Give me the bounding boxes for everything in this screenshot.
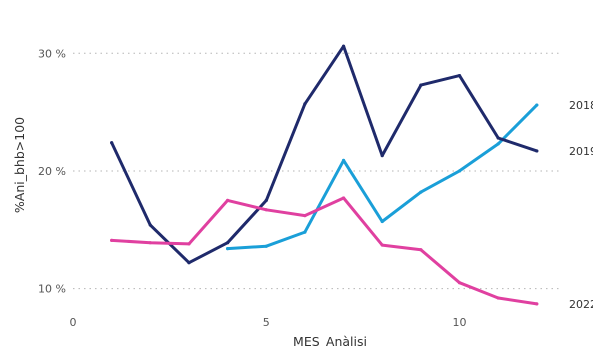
x-tick-label: 0 xyxy=(70,316,77,329)
data-point-2018 xyxy=(496,142,500,146)
data-point-2019 xyxy=(380,154,384,158)
data-point-2022 xyxy=(380,243,384,247)
data-point-2022 xyxy=(110,238,114,242)
data-point-2018 xyxy=(226,246,230,251)
data-point-2019 xyxy=(457,74,462,78)
data-point-2018 xyxy=(419,190,423,194)
data-point-2019 xyxy=(226,241,230,245)
series-end-label-2019: 2019 xyxy=(569,145,593,158)
x-tick-label: 5 xyxy=(263,316,270,329)
data-point-2019 xyxy=(187,261,191,265)
data-point-2019 xyxy=(419,83,423,87)
data-point-2022 xyxy=(496,296,500,300)
y-axis-title: %Ani_bhb>100 xyxy=(12,117,27,213)
x-axis-title: MES_Anàlisi xyxy=(293,334,367,347)
data-point-2022 xyxy=(148,241,152,245)
series-end-label-2022: 2022 xyxy=(569,298,593,311)
data-point-2018 xyxy=(457,169,462,173)
y-axis-ticks: 10 % 20 % 30 % xyxy=(38,47,66,295)
data-point-2022 xyxy=(419,248,423,252)
x-tick-label: 10 xyxy=(453,316,467,329)
data-point-2018 xyxy=(303,230,307,234)
gridlines xyxy=(73,52,560,290)
data-point-2018 xyxy=(380,219,384,224)
series-line-2022 xyxy=(110,196,539,306)
x-axis-ticks: 0 5 10 xyxy=(70,316,467,329)
series-end-labels: 2018 2019 2022 xyxy=(569,99,593,311)
data-point-2019 xyxy=(341,44,346,48)
y-tick-label: 20 % xyxy=(38,165,66,178)
data-point-2022 xyxy=(264,208,268,212)
data-point-2019 xyxy=(303,102,307,106)
data-point-2019 xyxy=(110,141,114,145)
y-tick-label: 10 % xyxy=(38,283,66,296)
data-point-2019 xyxy=(535,149,539,153)
y-tick-label: 30 % xyxy=(38,47,66,60)
data-point-2022 xyxy=(187,242,191,246)
data-point-2019 xyxy=(264,198,268,202)
data-point-2019 xyxy=(148,223,152,227)
data-point-2022 xyxy=(535,302,539,306)
data-point-2022 xyxy=(341,196,346,200)
data-point-2022 xyxy=(226,198,230,202)
data-point-2018 xyxy=(535,103,539,107)
data-point-2022 xyxy=(457,281,462,285)
data-point-2018 xyxy=(341,158,346,162)
series-line-2019 xyxy=(110,44,539,265)
series-end-label-2018: 2018 xyxy=(569,99,593,112)
series-lines xyxy=(110,44,539,306)
data-point-2019 xyxy=(496,136,500,140)
data-point-2018 xyxy=(264,244,268,248)
data-point-2022 xyxy=(303,214,307,218)
